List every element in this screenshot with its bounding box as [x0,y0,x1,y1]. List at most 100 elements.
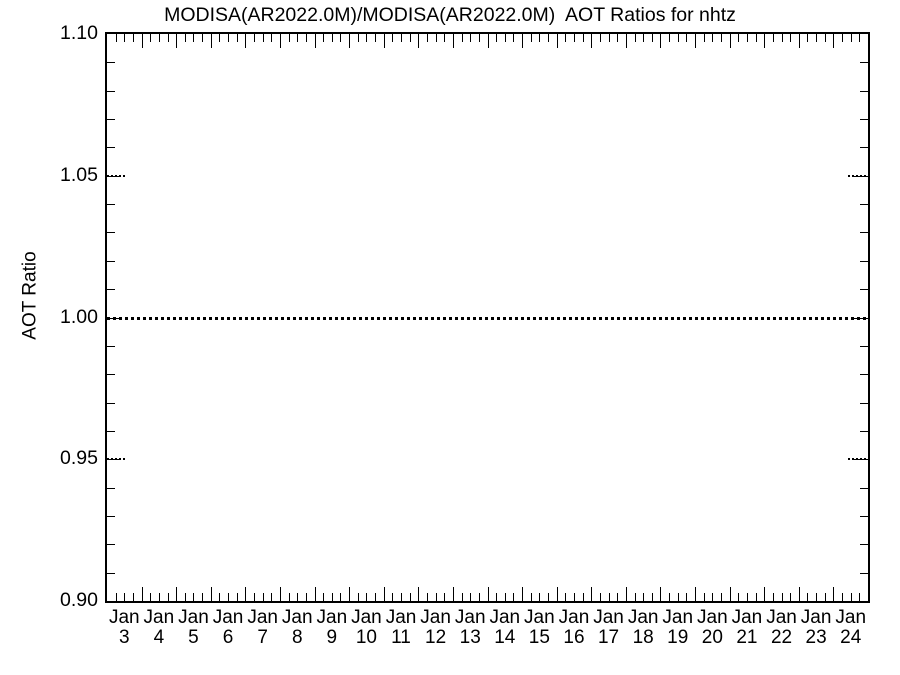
x-tick-minor [565,34,566,42]
x-tick-label-month: Jan [593,607,624,628]
x-tick-minor [747,34,748,42]
x-tick-minor [124,593,125,601]
x-tick-label-month: Jan [454,607,486,628]
x-tick-minor [617,593,618,601]
chart-title: MODISA(AR2022.0M)/MODISA(AR2022.0M) AOT … [164,4,736,26]
x-tick-minor [168,34,169,42]
x-tick-label: Jan 14 [488,608,523,648]
x-tick-minor [721,34,722,42]
x-tick-minor [133,593,134,601]
x-tick-major [176,587,177,601]
y-tick-minor [107,91,115,92]
y-tick-minor [860,544,868,545]
x-tick-minor [427,34,428,42]
x-tick-minor [289,34,290,42]
x-tick-minor [263,34,264,42]
x-tick-label-month: Jan [835,607,867,628]
y-tick-minor [860,488,868,489]
x-tick-major [660,587,661,601]
x-tick-minor [150,593,151,601]
y-axis-tick-labels: 1.10 1.05 1.00 0.95 0.90 [0,23,98,609]
plot-inner-surface [107,34,868,601]
x-tick-minor [297,34,298,42]
x-tick-minor [859,593,860,601]
x-tick-label-day: 10 [355,627,377,648]
x-tick-minor [747,593,748,601]
y-tick-major [107,318,121,319]
x-tick-minor [462,34,463,42]
x-tick-minor [185,34,186,42]
x-tick-minor [583,34,584,42]
x-tick-minor [643,593,644,601]
x-tick-label: Jan 10 [349,608,384,648]
y-tick-minor [860,62,868,63]
x-tick-minor [505,593,506,601]
x-tick-minor [410,34,411,42]
x-tick-minor [366,593,367,601]
x-tick-minor [738,593,739,601]
x-tick-label-day: 19 [667,627,689,648]
x-tick-minor [531,34,532,42]
x-tick-minor [816,593,817,601]
y-tick-minor [107,346,115,347]
y-tick-label: 1.00 [60,305,98,328]
x-tick-minor [133,34,134,42]
x-tick-label-day: 4 [153,627,165,648]
x-tick-major [384,587,385,601]
y-tick-minor [860,91,868,92]
x-tick-minor [297,593,298,601]
x-tick-minor [635,593,636,601]
x-tick-minor [851,593,852,601]
x-tick-major [660,34,661,48]
x-tick-minor [505,34,506,42]
x-tick-minor [401,34,402,42]
x-tick-minor [271,593,272,601]
x-tick-minor [574,593,575,601]
x-tick-label-day: 18 [632,627,654,648]
x-tick-major [695,587,696,601]
x-tick-minor [686,593,687,601]
x-tick-label-day: 20 [701,627,723,648]
x-tick-minor [539,593,540,601]
x-tick-label: Jan 19 [660,608,695,648]
x-tick-label-month: Jan [281,607,313,628]
x-tick-minor [410,593,411,601]
x-tick-label-day: 9 [326,627,338,648]
x-tick-minor [721,593,722,601]
x-tick-major [557,34,558,48]
x-tick-label-month: Jan [627,607,659,628]
y-tick-minor [107,374,115,375]
x-tick-label: Jan 3 [107,608,142,648]
x-tick-label-month: Jan [524,607,555,628]
x-tick-major [695,34,696,48]
x-tick-minor [323,593,324,601]
x-tick-minor [470,34,471,42]
y-tick-minor [107,204,115,205]
x-tick-minor [669,34,670,42]
x-tick-minor [773,593,774,601]
x-tick-minor [237,593,238,601]
x-tick-major [142,587,143,601]
x-tick-major [245,587,246,601]
x-tick-minor [366,34,367,42]
x-tick-major [245,34,246,48]
x-tick-minor [782,593,783,601]
x-tick-label-day: 17 [597,627,620,648]
x-tick-label: Jan 6 [211,608,246,648]
x-tick-label: Jan 11 [384,608,419,648]
x-tick-label: Jan 8 [280,608,315,648]
x-tick-minor [773,34,774,42]
x-tick-label-month: Jan [766,607,797,628]
x-tick-label: Jan 17 [591,608,626,648]
x-tick-minor [609,593,610,601]
x-tick-label: Jan 24 [833,608,868,648]
x-tick-label-month: Jan [351,607,382,628]
x-tick-label-day: 16 [563,627,585,648]
x-tick-label-day: 11 [391,627,411,648]
x-tick-minor [652,593,653,601]
x-tick-minor [159,34,160,42]
y-tick-minor [107,119,115,120]
y-tick-minor [860,346,868,347]
x-tick-minor [816,34,817,42]
x-tick-label: Jan 18 [626,608,661,648]
